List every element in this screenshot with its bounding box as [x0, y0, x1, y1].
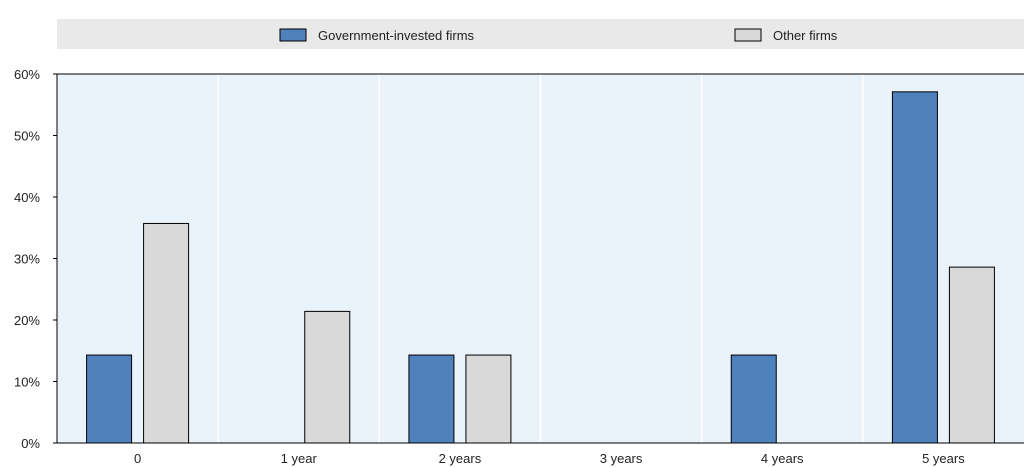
y-tick-label: 0% — [21, 436, 40, 451]
legend: Government-invested firms Other firms — [57, 19, 1024, 49]
x-tick-label: 4 years — [761, 451, 804, 466]
x-tick-label: 0 — [134, 451, 141, 466]
legend-label-0: Government-invested firms — [318, 28, 475, 43]
axes — [53, 73, 1024, 444]
legend-swatch-0 — [279, 28, 307, 42]
y-tick-label: 30% — [14, 252, 40, 267]
y-tick-label: 60% — [14, 67, 40, 82]
bar-other-5 — [948, 266, 995, 444]
bar-government-4 — [730, 354, 777, 444]
legend-swatch-1 — [734, 28, 762, 42]
bar-government-0 — [86, 354, 133, 444]
category-separators — [217, 74, 864, 443]
x-tick-label: 3 years — [600, 451, 643, 466]
y-tick-label: 40% — [14, 190, 40, 205]
y-axis-tick-labels: 0% 10% 20% 30% 40% 50% 60% — [14, 67, 40, 451]
bar-government-2 — [408, 354, 455, 444]
legend-label-1: Other firms — [773, 28, 838, 43]
bar-government-5 — [891, 91, 938, 444]
y-tick-label: 10% — [14, 375, 40, 390]
y-tick-label: 50% — [14, 129, 40, 144]
bar-other-2 — [465, 354, 512, 444]
y-tick-label: 20% — [14, 313, 40, 328]
x-tick-label: 1 year — [281, 451, 318, 466]
bar-other-1 — [304, 310, 351, 444]
bars — [86, 91, 995, 444]
x-tick-label: 5 years — [922, 451, 965, 466]
x-tick-label: 2 years — [439, 451, 482, 466]
x-axis-tick-labels: 0 1 year 2 years 3 years 4 years 5 years — [134, 451, 965, 466]
bar-other-0 — [143, 222, 190, 444]
legend-background — [57, 19, 1024, 49]
